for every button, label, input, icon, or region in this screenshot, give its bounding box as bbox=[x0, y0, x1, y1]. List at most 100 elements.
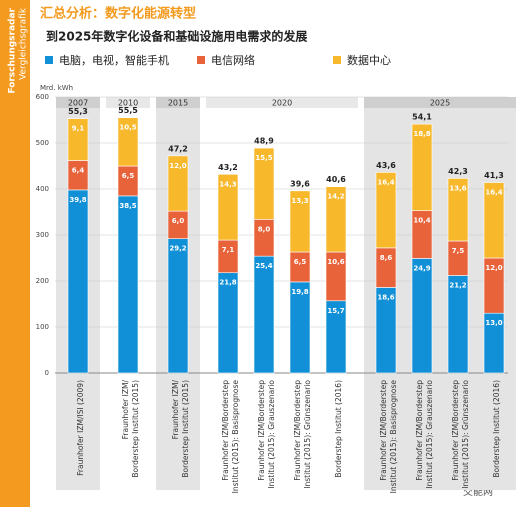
value-label: 6,4 bbox=[72, 166, 85, 174]
total-label: 42,3 bbox=[448, 167, 468, 176]
x-tick-label: Institut (2015): Grünszenario bbox=[303, 380, 312, 489]
x-tick-label: Institut (2015): Grauszenario bbox=[267, 380, 276, 489]
bar-segment bbox=[167, 155, 189, 212]
value-label: 10,5 bbox=[119, 124, 136, 132]
bar-segment bbox=[217, 173, 239, 241]
value-label: 12,0 bbox=[485, 264, 502, 272]
value-label: 21,8 bbox=[219, 279, 236, 287]
y-tick-label: 600 bbox=[36, 93, 49, 101]
bar-segment bbox=[447, 275, 469, 374]
value-label: 25,4 bbox=[255, 262, 272, 270]
value-label: 15,7 bbox=[327, 307, 344, 315]
value-label: 9,1 bbox=[72, 125, 85, 133]
x-tick-label: Institut (2015): Basisprognose bbox=[389, 380, 398, 494]
value-label: 19,8 bbox=[291, 288, 308, 296]
x-tick-label: Fraunhofer IZM/Borderstep bbox=[293, 380, 302, 481]
value-label: 10,4 bbox=[413, 217, 430, 225]
value-label: 7,5 bbox=[452, 247, 465, 255]
value-label: 15,5 bbox=[255, 154, 272, 162]
chart-subtitle: 到2025年数字化设备和基础设施用电需求的发展 bbox=[46, 29, 307, 44]
bar-segment bbox=[117, 165, 139, 197]
bar-segment bbox=[253, 147, 275, 220]
value-label: 13,6 bbox=[449, 184, 466, 192]
group-header bbox=[206, 97, 358, 108]
x-tick-label: Fraunhofer IZM/Borderstep bbox=[379, 380, 388, 481]
value-label: 16,4 bbox=[485, 189, 502, 197]
bar-segment bbox=[325, 186, 347, 253]
bar-segment bbox=[447, 178, 469, 242]
total-label: 40,6 bbox=[326, 175, 346, 184]
x-tick-label: Fraunhofer IZM/Borderstep bbox=[451, 380, 460, 481]
legend-swatch bbox=[45, 56, 53, 64]
value-label: 24,9 bbox=[413, 264, 430, 272]
bar-segment bbox=[167, 238, 189, 374]
bar-segment bbox=[67, 189, 89, 374]
group-header bbox=[106, 97, 150, 108]
value-label: 8,6 bbox=[380, 254, 393, 262]
legend-label: 电信网络 bbox=[211, 53, 255, 67]
value-label: 6,5 bbox=[294, 258, 307, 266]
value-label: 16,4 bbox=[377, 178, 394, 186]
group-label: 2020 bbox=[272, 99, 292, 108]
x-tick-label: Institut (2015): Basisprognose bbox=[231, 380, 240, 494]
total-label: 43,6 bbox=[376, 161, 396, 170]
bar-segment bbox=[67, 118, 89, 161]
y-axis-label: Mrd. kWh bbox=[40, 84, 73, 92]
group-label: 2025 bbox=[430, 99, 450, 108]
x-tick-label: Borderstep Institut (2016) bbox=[492, 380, 501, 478]
total-label: 48,9 bbox=[254, 137, 274, 146]
value-label: 6,0 bbox=[172, 217, 185, 225]
x-tick-label: Fraunhofer IZM/ bbox=[121, 380, 130, 440]
total-label: 55,5 bbox=[118, 106, 138, 115]
x-tick-label: Institut (2015): Grauszenario bbox=[425, 380, 434, 489]
group-header bbox=[364, 97, 516, 108]
y-tick-label: 100 bbox=[36, 323, 49, 331]
value-label: 14,2 bbox=[327, 193, 344, 201]
value-label: 7,1 bbox=[222, 246, 235, 254]
group-header bbox=[156, 97, 200, 108]
sidebar-title: Forschungsradar bbox=[8, 7, 18, 93]
value-label: 29,2 bbox=[169, 245, 186, 253]
bar-segment bbox=[375, 172, 397, 249]
bar-segment bbox=[117, 117, 139, 167]
bar-segment bbox=[483, 182, 505, 259]
total-label: 47,2 bbox=[168, 144, 188, 153]
y-tick-label: 400 bbox=[36, 185, 49, 193]
x-tick-label: Fraunhofer IZM/Borderstep bbox=[221, 380, 230, 481]
total-label: 54,1 bbox=[412, 113, 432, 122]
bar-segment bbox=[289, 251, 311, 283]
total-label: 39,6 bbox=[290, 179, 310, 188]
y-tick-label: 200 bbox=[36, 277, 49, 285]
group-header bbox=[56, 97, 100, 108]
chart-title: 汇总分析：数字化能源转型 bbox=[40, 6, 196, 22]
legend-label: 数据中心 bbox=[347, 53, 391, 67]
legend-swatch bbox=[197, 56, 205, 64]
x-tick-label: Borderstep Institut (2015) bbox=[181, 380, 190, 478]
value-label: 10,6 bbox=[327, 258, 344, 266]
value-label: 18,8 bbox=[413, 130, 430, 138]
y-tick-label: 0 bbox=[45, 369, 49, 377]
bar-segment bbox=[117, 195, 139, 374]
total-label: 43,2 bbox=[218, 163, 238, 172]
bar-segment bbox=[411, 258, 433, 374]
y-tick-label: 500 bbox=[36, 139, 49, 147]
value-label: 13,3 bbox=[291, 197, 308, 205]
x-tick-label: Fraunhofer IZM/ISI (2009) bbox=[76, 380, 85, 476]
y-tick-label: 300 bbox=[36, 231, 49, 239]
value-label: 14,3 bbox=[219, 180, 236, 188]
group-label: 2007 bbox=[68, 99, 88, 108]
bar-segment bbox=[67, 160, 89, 191]
value-label: 13,0 bbox=[485, 319, 502, 327]
total-label: 41,3 bbox=[484, 171, 504, 180]
value-label: 6,5 bbox=[122, 172, 135, 180]
legend-swatch bbox=[333, 56, 341, 64]
x-tick-label: Borderstep Institut (2016) bbox=[334, 380, 343, 478]
bar-segment bbox=[217, 272, 239, 374]
bar-segment bbox=[253, 255, 275, 374]
value-label: 8,0 bbox=[258, 225, 271, 233]
value-label: 39,8 bbox=[69, 196, 86, 204]
x-tick-label: Borderstep Institut (2015) bbox=[131, 380, 140, 478]
total-label: 55,3 bbox=[68, 107, 88, 116]
group-label: 2010 bbox=[118, 99, 138, 108]
